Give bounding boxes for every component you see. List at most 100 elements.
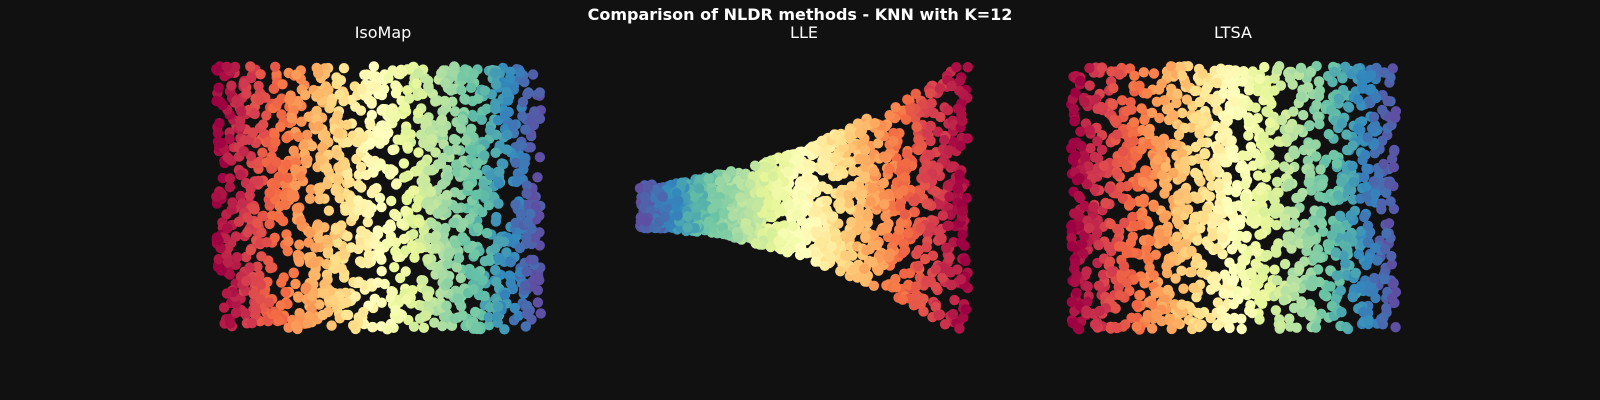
scatter-point	[390, 246, 401, 257]
scatter-point	[826, 241, 837, 252]
scatter-point	[407, 240, 418, 251]
scatter-point	[1383, 218, 1395, 229]
scatter-point	[1246, 267, 1257, 278]
scatter-point	[846, 229, 857, 240]
scatter-point	[846, 216, 857, 228]
scatter-point	[361, 169, 372, 181]
scatter-point	[422, 291, 433, 302]
scatter-point	[718, 208, 730, 219]
scatter-point	[1108, 82, 1119, 94]
scatter-point	[1328, 66, 1340, 78]
scatter-point	[390, 237, 402, 248]
scatter-point	[525, 208, 536, 220]
scatter-point	[457, 114, 468, 125]
scatter-point	[1115, 181, 1126, 193]
scatter-point	[1228, 222, 1240, 233]
scatter-point	[375, 253, 387, 264]
scatter-point	[1378, 312, 1389, 323]
scatter-point	[298, 141, 309, 152]
scatter-point	[1105, 218, 1116, 230]
scatter-point	[761, 199, 772, 210]
scatter-point	[888, 127, 899, 139]
scatter-point	[1098, 160, 1110, 171]
scatter-point	[1260, 220, 1272, 231]
scatter-point	[368, 61, 380, 72]
scatter-point	[281, 132, 292, 144]
scatter-point	[879, 199, 890, 210]
scatter-point	[1279, 161, 1290, 172]
scatter-point	[374, 160, 385, 171]
scatter-point	[946, 161, 958, 172]
scatter-point	[1154, 286, 1165, 297]
scatter-point	[301, 129, 313, 140]
scatter-point	[510, 217, 521, 228]
scatter-point	[1269, 203, 1280, 214]
scatter-point	[386, 195, 397, 207]
scatter-point	[361, 229, 372, 240]
scatter-point	[270, 309, 281, 320]
scatter-point	[517, 96, 529, 108]
scatter-point	[439, 95, 450, 107]
scatter-point	[937, 272, 948, 283]
scatter-point	[1197, 68, 1208, 79]
scatter-point	[218, 302, 230, 313]
scatter-point	[314, 88, 325, 100]
scatter-point	[283, 236, 294, 247]
scatter-point	[1083, 161, 1094, 172]
scatter-point	[286, 112, 297, 124]
scatter-point	[509, 302, 520, 314]
scatter-point	[284, 94, 295, 105]
scatter-point	[330, 148, 342, 159]
scatter-point	[1317, 178, 1328, 190]
scatter-point	[1264, 282, 1275, 293]
scatter-point	[1305, 67, 1316, 78]
scatter-point	[780, 151, 792, 162]
scatter-point	[952, 183, 963, 194]
scatter-point	[1066, 241, 1078, 252]
scatter-point	[1353, 249, 1365, 260]
scatter-point	[1336, 307, 1347, 318]
scatter-point	[1092, 136, 1103, 147]
scatter-point	[453, 293, 464, 304]
scatter-point	[1276, 114, 1288, 126]
scatter-point	[821, 195, 833, 207]
scatter-point	[944, 191, 955, 202]
scatter-point	[334, 193, 345, 204]
scatter-point	[1211, 77, 1223, 89]
scatter-point	[1085, 143, 1096, 154]
scatter-point	[226, 80, 237, 91]
scatter-point	[290, 320, 302, 331]
scatter-point	[1347, 160, 1358, 172]
scatter-point	[1071, 270, 1082, 281]
scatter-point	[515, 209, 527, 220]
scatter-point	[408, 321, 420, 332]
scatter-point	[1192, 169, 1203, 180]
scatter-point	[1084, 125, 1095, 136]
scatter-point	[1331, 270, 1343, 281]
scatter-point	[437, 269, 448, 280]
scatter-point	[1315, 164, 1326, 175]
scatter-point	[1151, 309, 1162, 320]
scatter-point	[747, 171, 759, 182]
scatter-point	[442, 171, 454, 182]
scatter-point	[291, 69, 302, 80]
scatter-point	[732, 232, 744, 243]
scatter-point	[1303, 177, 1315, 188]
scatter-point	[1254, 314, 1265, 325]
scatter-point	[425, 125, 436, 137]
scatter-point	[913, 134, 924, 145]
scatter-point	[333, 127, 344, 139]
scatter-point	[356, 182, 367, 193]
scatter-point	[863, 211, 874, 222]
scatter-point	[872, 138, 884, 149]
scatter-point	[1079, 230, 1090, 242]
scatter-point	[499, 110, 511, 121]
scatter-point	[1389, 297, 1400, 309]
scatter-point	[1366, 123, 1378, 134]
scatter-point	[1243, 130, 1254, 141]
scatter-point	[1186, 266, 1198, 278]
scatter-point	[341, 119, 352, 130]
scatter-point	[1131, 299, 1142, 311]
scatter-point	[1137, 211, 1148, 222]
